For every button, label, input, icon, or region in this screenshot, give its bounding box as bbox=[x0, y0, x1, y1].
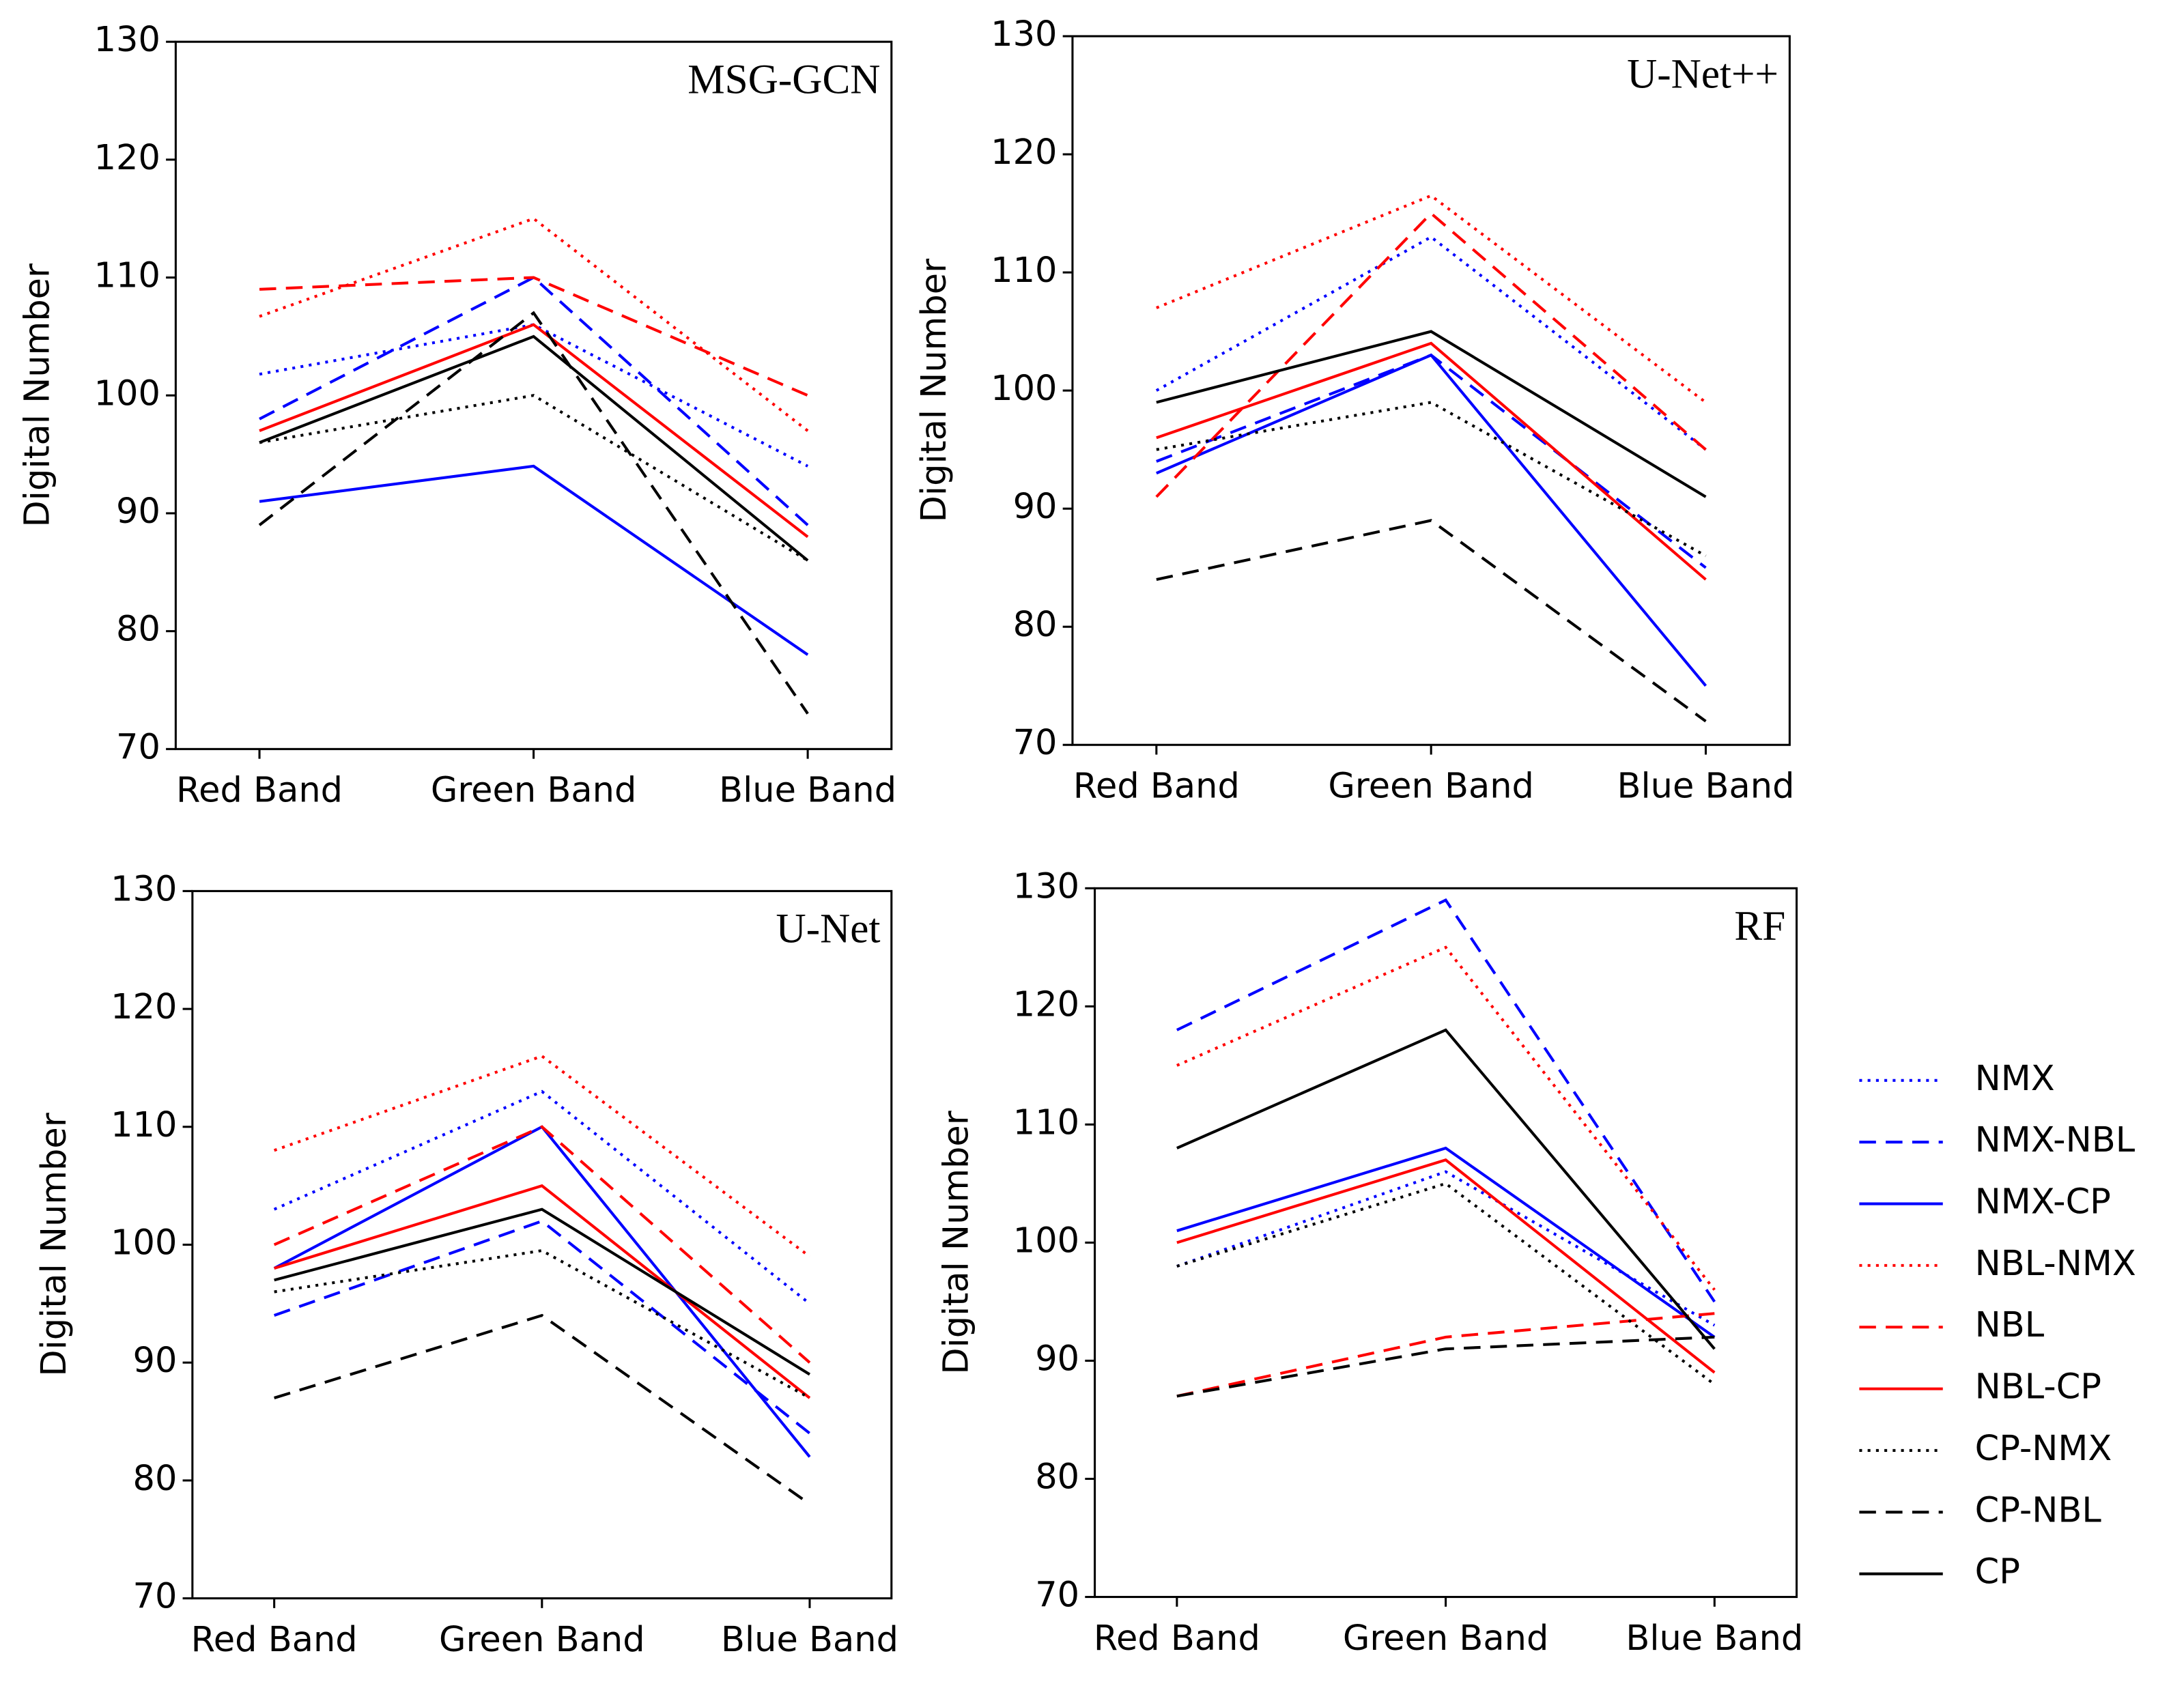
chart-title: RF bbox=[1734, 903, 1785, 949]
x-tick-label: Red Band bbox=[1073, 766, 1240, 806]
series-line bbox=[1176, 1182, 1716, 1386]
x-tick-label: Green Band bbox=[1328, 766, 1534, 806]
y-tick-label: 70 bbox=[133, 1577, 178, 1617]
y-tick-label: 80 bbox=[116, 610, 160, 650]
y-tick-label: 90 bbox=[1035, 1339, 1079, 1379]
y-tick-label: 130 bbox=[991, 14, 1057, 55]
y-tick-label: 120 bbox=[1013, 984, 1079, 1025]
x-tick-label: Red Band bbox=[1094, 1618, 1260, 1659]
y-tick-label: 130 bbox=[111, 869, 177, 909]
series-line bbox=[273, 1219, 811, 1435]
series-line bbox=[1156, 194, 1707, 404]
series-line bbox=[259, 394, 809, 562]
series-line bbox=[273, 1125, 811, 1364]
plot-frame bbox=[1094, 887, 1798, 1599]
legend-label: NBL-CP bbox=[1975, 1367, 2101, 1408]
series-line bbox=[259, 334, 809, 562]
y-tick-label: 70 bbox=[1013, 723, 1058, 763]
plot-frame bbox=[174, 40, 893, 750]
legend-label: CP bbox=[1975, 1552, 2020, 1592]
x-tick-label: Green Band bbox=[431, 771, 637, 811]
y-tick-label: 110 bbox=[111, 1105, 177, 1145]
y-tick-label: 120 bbox=[94, 138, 160, 178]
series-line bbox=[259, 323, 809, 468]
y-tick-label: 70 bbox=[1035, 1575, 1079, 1616]
y-tick-label: 70 bbox=[116, 727, 160, 767]
series-line bbox=[274, 1208, 811, 1376]
plot-frame bbox=[1071, 35, 1791, 746]
y-tick-label: 130 bbox=[1013, 866, 1079, 906]
y-tick-label: 90 bbox=[133, 1341, 178, 1381]
chart-title: U-Net++ bbox=[1627, 51, 1778, 97]
series-line bbox=[259, 464, 809, 656]
y-tick-label: 120 bbox=[991, 132, 1057, 173]
chart-title: MSG-GCN bbox=[687, 56, 880, 102]
legend-label: CP-NBL bbox=[1975, 1490, 2102, 1530]
series-line bbox=[1176, 945, 1716, 1291]
series-line bbox=[273, 1089, 811, 1305]
y-tick-label: 110 bbox=[991, 251, 1057, 291]
legend-label: NBL-NMX bbox=[1975, 1244, 2136, 1284]
series-line bbox=[1176, 1146, 1716, 1339]
y-tick-label: 100 bbox=[111, 1223, 177, 1263]
series-line bbox=[1176, 1335, 1715, 1398]
series-line bbox=[1176, 1170, 1716, 1327]
y-tick-label: 100 bbox=[94, 373, 160, 414]
y-tick-label: 100 bbox=[1013, 1220, 1079, 1261]
y-tick-label: 110 bbox=[94, 256, 160, 296]
series-line bbox=[1156, 401, 1707, 558]
series-line bbox=[1156, 353, 1707, 569]
x-tick-label: Blue Band bbox=[719, 771, 896, 811]
y-tick-label: 80 bbox=[1035, 1457, 1079, 1498]
y-tick-label: 90 bbox=[1013, 487, 1058, 527]
chart-title: U-Net bbox=[776, 906, 881, 952]
legend-label: NBL bbox=[1975, 1305, 2045, 1345]
y-tick-label: 100 bbox=[991, 369, 1057, 409]
x-tick-label: Blue Band bbox=[1617, 766, 1795, 806]
series-line bbox=[258, 311, 809, 715]
series-line bbox=[1156, 519, 1707, 723]
series-line bbox=[1156, 341, 1707, 581]
y-axis-label: Digital Number bbox=[34, 1113, 74, 1376]
series-line bbox=[1176, 1158, 1716, 1374]
y-tick-label: 120 bbox=[111, 987, 177, 1027]
plot-frame bbox=[191, 889, 893, 1600]
series-line bbox=[274, 1313, 811, 1506]
series-line bbox=[273, 1054, 811, 1258]
x-tick-label: Green Band bbox=[1343, 1618, 1549, 1659]
series-line bbox=[274, 1184, 811, 1399]
series-line bbox=[1176, 898, 1716, 1303]
legend-label: CP-NMX bbox=[1975, 1429, 2112, 1469]
y-tick-label: 80 bbox=[1013, 605, 1058, 645]
y-axis-label: Digital Number bbox=[17, 263, 57, 527]
series-line bbox=[1156, 330, 1707, 498]
x-tick-label: Red Band bbox=[176, 771, 343, 811]
legend-label: NMX-NBL bbox=[1975, 1120, 2136, 1160]
y-tick-label: 110 bbox=[1013, 1102, 1079, 1143]
x-tick-label: Blue Band bbox=[721, 1620, 898, 1660]
y-axis-label: Digital Number bbox=[914, 259, 954, 522]
x-tick-label: Green Band bbox=[439, 1620, 645, 1660]
y-tick-label: 80 bbox=[133, 1459, 178, 1499]
y-tick-label: 130 bbox=[94, 20, 160, 60]
series-line bbox=[1155, 211, 1707, 498]
y-tick-label: 90 bbox=[116, 491, 160, 532]
series-line bbox=[1176, 1028, 1716, 1350]
y-axis-label: Digital Number bbox=[937, 1111, 977, 1374]
x-tick-label: Red Band bbox=[191, 1620, 358, 1660]
series-line bbox=[259, 323, 809, 539]
series-line bbox=[1176, 1312, 1715, 1398]
legend-label: NMX bbox=[1975, 1059, 2055, 1099]
legend-label: NMX-CP bbox=[1975, 1182, 2111, 1223]
series-line bbox=[259, 276, 808, 397]
x-tick-label: Blue Band bbox=[1626, 1618, 1803, 1659]
